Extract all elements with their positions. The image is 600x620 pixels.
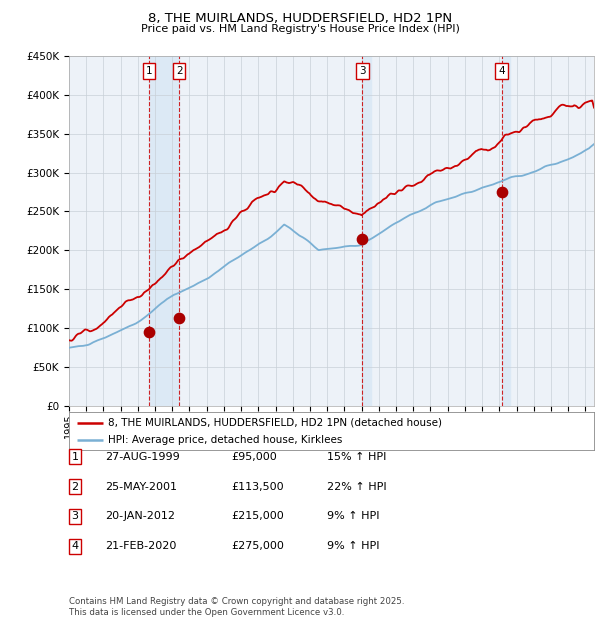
Text: 25-MAY-2001: 25-MAY-2001 xyxy=(105,482,177,492)
Text: 9% ↑ HPI: 9% ↑ HPI xyxy=(327,512,380,521)
Text: £95,000: £95,000 xyxy=(231,452,277,462)
Text: 2: 2 xyxy=(71,482,79,492)
Text: 27-AUG-1999: 27-AUG-1999 xyxy=(105,452,180,462)
Text: 3: 3 xyxy=(359,66,366,76)
Text: £113,500: £113,500 xyxy=(231,482,284,492)
Text: Contains HM Land Registry data © Crown copyright and database right 2025.
This d: Contains HM Land Registry data © Crown c… xyxy=(69,598,404,617)
Bar xyxy=(362,56,371,406)
Text: 8, THE MUIRLANDS, HUDDERSFIELD, HD2 1PN (detached house): 8, THE MUIRLANDS, HUDDERSFIELD, HD2 1PN … xyxy=(109,418,442,428)
Text: 1: 1 xyxy=(146,66,152,76)
Text: 1: 1 xyxy=(71,452,79,462)
Text: £275,000: £275,000 xyxy=(231,541,284,551)
Text: 21-FEB-2020: 21-FEB-2020 xyxy=(105,541,176,551)
Text: £215,000: £215,000 xyxy=(231,512,284,521)
Text: 3: 3 xyxy=(71,512,79,521)
Text: 15% ↑ HPI: 15% ↑ HPI xyxy=(327,452,386,462)
Point xyxy=(358,234,367,244)
Text: 9% ↑ HPI: 9% ↑ HPI xyxy=(327,541,380,551)
Text: 8, THE MUIRLANDS, HUDDERSFIELD, HD2 1PN: 8, THE MUIRLANDS, HUDDERSFIELD, HD2 1PN xyxy=(148,12,452,25)
Bar xyxy=(149,56,179,406)
Text: Price paid vs. HM Land Registry's House Price Index (HPI): Price paid vs. HM Land Registry's House … xyxy=(140,24,460,33)
Text: 4: 4 xyxy=(71,541,79,551)
Bar xyxy=(502,56,510,406)
Point xyxy=(497,187,506,197)
Text: HPI: Average price, detached house, Kirklees: HPI: Average price, detached house, Kirk… xyxy=(109,435,343,445)
Point xyxy=(144,327,154,337)
Text: 2: 2 xyxy=(176,66,182,76)
Text: 20-JAN-2012: 20-JAN-2012 xyxy=(105,512,175,521)
Text: 4: 4 xyxy=(498,66,505,76)
Text: 22% ↑ HPI: 22% ↑ HPI xyxy=(327,482,386,492)
Point xyxy=(175,312,184,322)
